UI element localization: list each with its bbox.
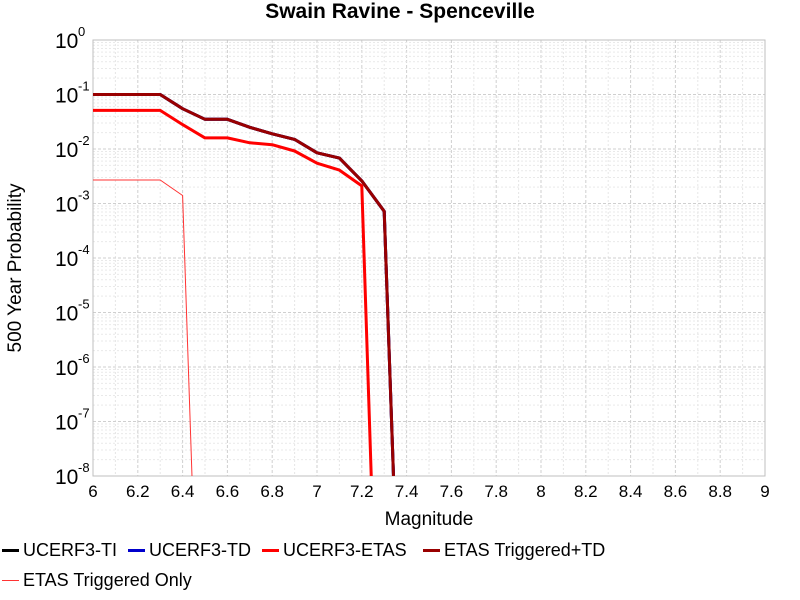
legend-label: UCERF3-TD [149,539,251,560]
y-tick-label: 10 -6 [55,351,90,380]
y-tick-base: 10 [55,357,78,380]
legend-swatch [128,548,145,552]
x-tick-label: 7.2 [350,482,374,501]
legend-item-etas-triggered-td: ETAS Triggered+TD [423,537,605,563]
y-tick-label: 10 -7 [55,406,90,435]
x-tick-label: 8.4 [619,482,643,501]
legend-swatch [2,548,19,552]
legend-label: UCERF3-TI [23,539,117,560]
plot-area [92,39,766,477]
legend-label: UCERF3-ETAS [283,539,407,560]
legend-label: ETAS Triggered Only [23,569,192,590]
y-tick-exponent: -5 [78,297,90,312]
y-tick-base: 10 [55,139,78,162]
y-tick-base: 10 [55,412,78,435]
y-tick-label: 10 -1 [55,79,90,108]
y-tick-exponent: -7 [78,406,90,421]
series-line-etas-triggered-td [93,93,395,476]
x-tick-label: 6 [88,482,97,501]
legend-item-ucerf3-ti: UCERF3-TI [2,537,117,563]
chart-svg: Swain Ravine - Spenceville 6 6.2 6.4 6.6 6.8… [5,0,770,530]
y-tick-label: 10 0 [55,24,85,53]
y-tick-exponent: -6 [78,351,90,366]
y-tick-base: 10 [55,30,78,53]
y-tick-base: 10 [55,303,78,326]
y-tick-label: 10 -2 [55,133,90,162]
y-tick-exponent: 0 [78,24,85,39]
legend-swatch [262,548,279,552]
x-axis-label: Magnitude [385,509,474,530]
legend-label: ETAS Triggered+TD [444,539,606,560]
x-tick-label: 8.6 [664,482,688,501]
grid [92,40,766,477]
y-tick-base: 10 [55,194,78,217]
y-tick-exponent: -4 [78,242,90,257]
y-axis-label: 500 Year Probability [5,183,26,353]
x-tick-label: 9 [760,482,769,501]
chart-title: Swain Ravine - Spenceville [265,0,535,23]
y-tick-label: 10 -4 [55,242,90,271]
series-line-ucerf3-etas [93,108,373,476]
x-tick-labels: 6 6.2 6.4 6.6 6.8 7 7.2 7.4 7.6 7.8 8 8.2 8.4 8.6 8.8 9 [88,482,769,501]
y-tick-label: 10 -3 [55,188,90,217]
y-tick-label: 10 -8 [55,460,90,489]
x-tick-label: 8.2 [574,482,598,501]
legend-item-etas-triggered-only: ETAS Triggered Only [2,567,192,593]
x-tick-label: 7.4 [395,482,419,501]
x-tick-label: 7 [312,482,321,501]
series-layer [93,93,395,476]
x-tick-label: 7.8 [484,482,508,501]
x-tick-label: 8.8 [708,482,732,501]
series-line-etas-triggered-only [93,179,193,476]
x-tick-label: 6.2 [126,482,150,501]
y-tick-exponent: -1 [78,79,90,94]
y-tick-exponent: -8 [78,460,90,475]
y-tick-base: 10 [55,466,78,489]
legend: UCERF3-TI UCERF3-TD UCERF3-ETAS ETAS Tri… [0,536,800,600]
x-tick-label: 6.8 [260,482,284,501]
legend-item-ucerf3-td: UCERF3-TD [128,537,251,563]
x-tick-label: 6.4 [171,482,195,501]
y-tick-exponent: -3 [78,188,90,203]
y-tick-base: 10 [55,85,78,108]
legend-item-ucerf3-etas: UCERF3-ETAS [262,537,407,563]
x-tick-label: 8 [536,482,545,501]
y-tick-base: 10 [55,248,78,271]
legend-swatch [2,579,19,581]
y-tick-label: 10 -5 [55,297,90,326]
y-tick-exponent: -2 [78,133,90,148]
legend-swatch [423,548,440,552]
x-tick-label: 6.6 [216,482,240,501]
x-tick-label: 7.6 [440,482,464,501]
